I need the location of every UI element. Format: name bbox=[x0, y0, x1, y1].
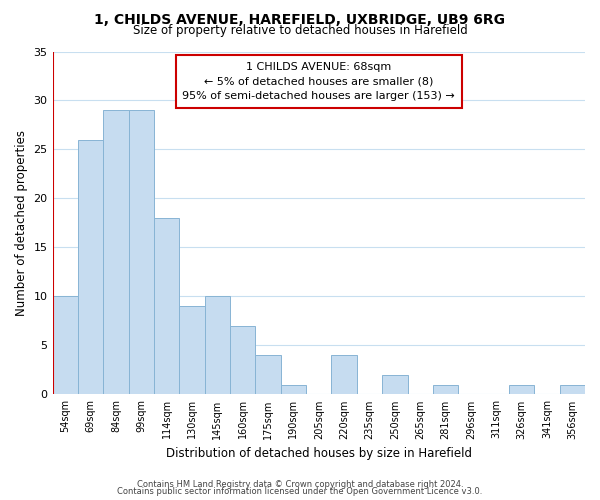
Bar bbox=[560, 384, 585, 394]
Bar bbox=[154, 218, 179, 394]
X-axis label: Distribution of detached houses by size in Harefield: Distribution of detached houses by size … bbox=[166, 447, 472, 460]
Bar bbox=[433, 384, 458, 394]
Text: 1 CHILDS AVENUE: 68sqm
← 5% of detached houses are smaller (8)
95% of semi-detac: 1 CHILDS AVENUE: 68sqm ← 5% of detached … bbox=[182, 62, 455, 102]
Bar bbox=[230, 326, 256, 394]
Bar bbox=[382, 375, 407, 394]
Bar bbox=[256, 355, 281, 395]
Y-axis label: Number of detached properties: Number of detached properties bbox=[15, 130, 28, 316]
Bar bbox=[205, 296, 230, 394]
Text: Size of property relative to detached houses in Harefield: Size of property relative to detached ho… bbox=[133, 24, 467, 37]
Bar bbox=[78, 140, 103, 394]
Bar bbox=[179, 306, 205, 394]
Bar bbox=[509, 384, 534, 394]
Text: Contains HM Land Registry data © Crown copyright and database right 2024.: Contains HM Land Registry data © Crown c… bbox=[137, 480, 463, 489]
Bar bbox=[128, 110, 154, 395]
Text: 1, CHILDS AVENUE, HAREFIELD, UXBRIDGE, UB9 6RG: 1, CHILDS AVENUE, HAREFIELD, UXBRIDGE, U… bbox=[95, 12, 505, 26]
Bar bbox=[281, 384, 306, 394]
Text: Contains public sector information licensed under the Open Government Licence v3: Contains public sector information licen… bbox=[118, 488, 482, 496]
Bar bbox=[103, 110, 128, 395]
Bar bbox=[331, 355, 357, 395]
Bar bbox=[53, 296, 78, 394]
